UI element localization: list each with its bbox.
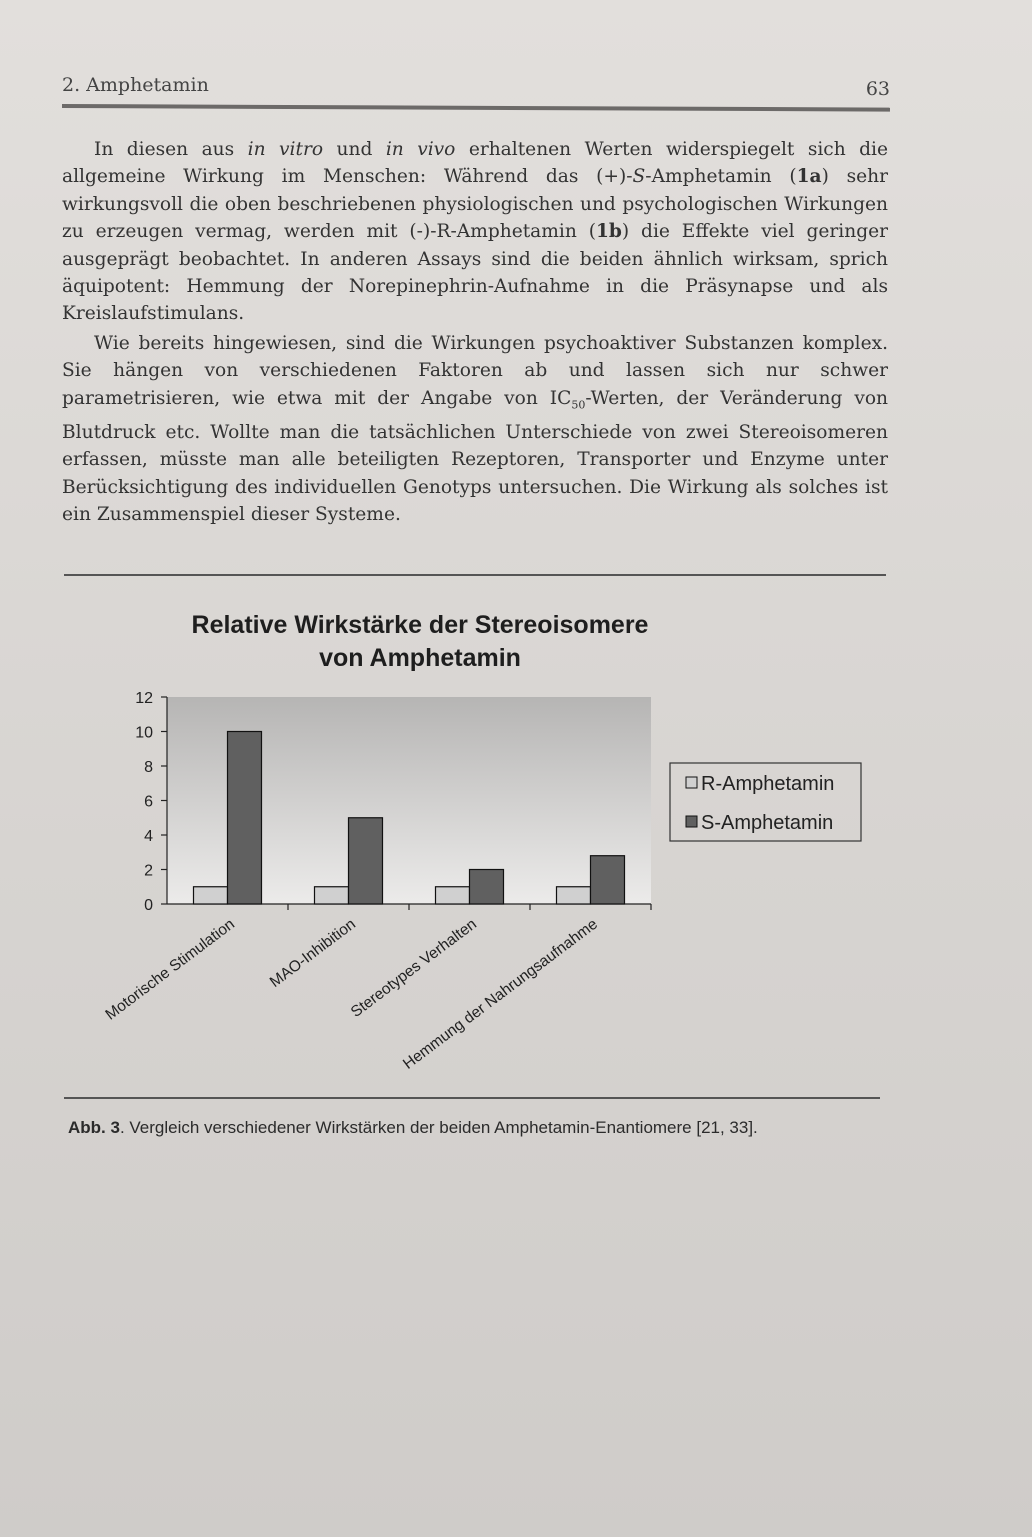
paragraph-2: Wie bereits hingewiesen, sind die Wirkun…: [62, 330, 888, 529]
y-tick-label-4: 4: [144, 828, 153, 845]
bar-s-3: [589, 855, 626, 905]
bar-s-0: [226, 730, 263, 905]
chart-title-line-2: von Amphetamin: [319, 644, 521, 672]
legend-label-0: R-Amphetamin: [701, 773, 834, 795]
bar-s-1: [347, 817, 384, 905]
legend-swatch-1: [685, 815, 698, 828]
y-tick-label-12: 12: [135, 690, 153, 707]
running-head-title: 2. Amphetamin: [62, 74, 209, 96]
legend-label-1: S-Amphetamin: [701, 812, 833, 834]
caption-text: . Vergleich verschiedener Wirkstärken de…: [119, 1118, 758, 1137]
p2-text-2: -Werten, der Veränderung von Blutdruck e…: [62, 387, 889, 526]
p1-text-11: ) die Effekte viel geringer ausgeprägt b…: [62, 221, 888, 325]
legend-box: [669, 762, 862, 842]
chart-title-line-1: Relative Wirkstärke der Stereoisomere: [192, 611, 649, 639]
bar-r-1: [313, 886, 350, 905]
p1-s-label: S: [632, 166, 646, 188]
bar-s-2: [468, 868, 505, 905]
caption-label: Abb. 3: [68, 1118, 120, 1137]
y-tick-label-0: 0: [144, 897, 153, 914]
y-tick-label-8: 8: [144, 759, 153, 776]
p1-text-5: erhaltenen Werten widerspiegelt sich die…: [62, 139, 889, 188]
x-tick-label-0: Motorische Stimulation: [102, 916, 237, 1024]
header-rule: [61, 104, 891, 112]
x-tick-label-2: Stereotypes Verhalten: [348, 916, 480, 1021]
p1-text-7: -Amphetamin (: [645, 166, 797, 188]
bar-r-0: [192, 886, 229, 905]
p1-in-vitro: in vitro: [247, 139, 324, 160]
page-number: 63: [865, 78, 890, 100]
p2-subscript: 50: [571, 398, 586, 412]
p2-text-1: Wie bereits hingewiesen, sind die Wirkun…: [62, 333, 888, 409]
p1-in-vivo: in vivo: [385, 139, 456, 160]
bar-r-2: [434, 886, 471, 905]
bar-chart: Relative Wirkstärke der Stereoisomere vo…: [102, 611, 862, 1073]
x-tick-label-1: MAO-Inhibition: [267, 916, 359, 991]
bar-r-3: [555, 886, 592, 905]
legend: R-Amphetamin S-Amphetamin: [669, 762, 862, 842]
figure-caption: Abb. 3. Vergleich verschiedener Wirkstär…: [68, 1118, 758, 1138]
y-tick-label-6: 6: [144, 794, 153, 811]
p1-compound-1a: 1a: [796, 166, 822, 188]
y-tick-label-2: 2: [144, 863, 153, 880]
figure-rule-bottom: [64, 1097, 880, 1099]
p1-compound-1b: 1b: [595, 221, 622, 243]
y-tick-label-10: 10: [135, 725, 153, 742]
p1-text-3: und: [323, 139, 386, 160]
paragraph-1: In diesen aus in vitro und in vivo erhal…: [62, 136, 888, 328]
p1-text-9: ) sehr wirkungsvoll die oben beschrieben…: [62, 166, 888, 243]
figure-rule-top: [64, 574, 886, 576]
x-tick-label-3: Hemmung der Nahrungsaufnahme: [400, 916, 601, 1073]
p1-text-1: In diesen aus: [94, 139, 248, 160]
legend-swatch-0: [685, 776, 698, 789]
